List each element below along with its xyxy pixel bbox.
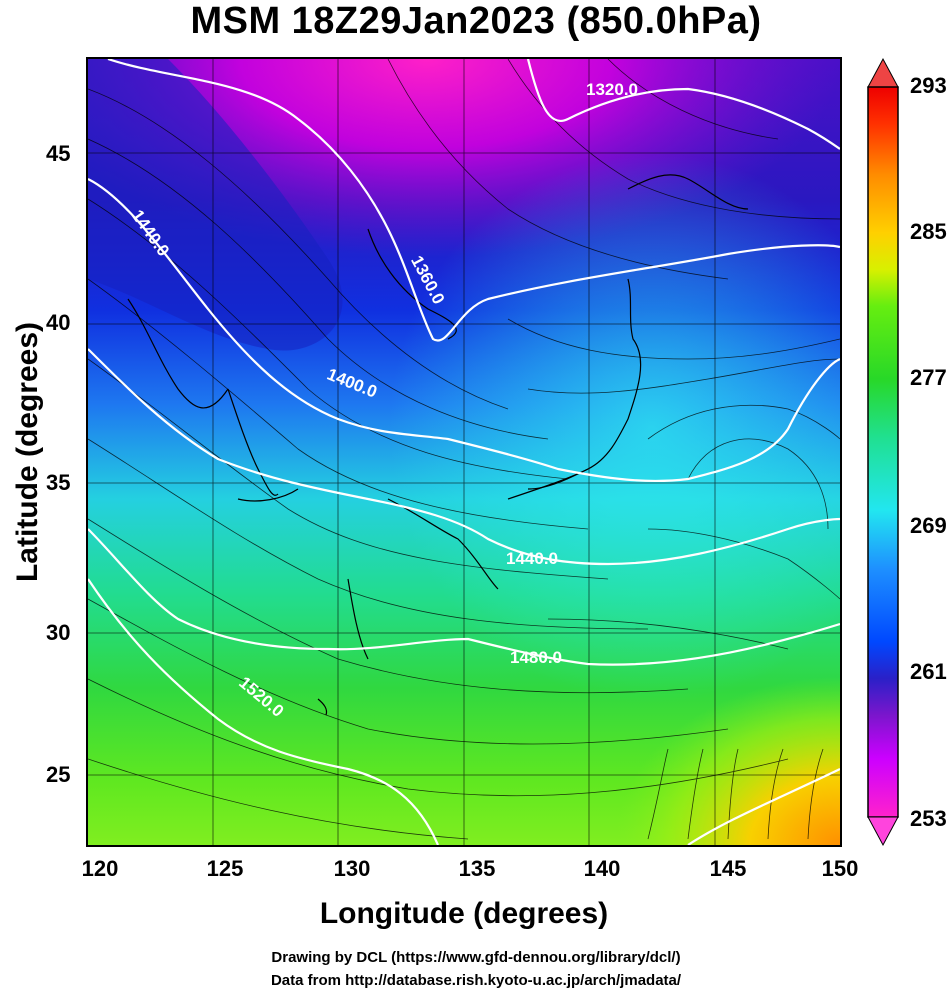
colorbar-tick-261: 261 [910,659,947,684]
coastlines [127,174,749,716]
colorbar [867,57,899,847]
y-tick-25: 25 [46,762,71,787]
page-title: MSM 18Z29Jan2023 (850.0hPa) [190,0,762,42]
map-svg: 1320.0 1360.0 1400.0 1440.0 1440.0 1480.… [88,59,840,845]
colorbar-tick-269: 269 [910,513,947,538]
x-tick-140: 140 [583,856,621,881]
x-tick-135: 135 [458,856,496,881]
x-axis-label: Longitude (degrees) [319,897,609,930]
x-tick-150: 150 [821,856,859,881]
colorbar-tick-253: 253 [910,806,947,831]
credit-data: Data from http://database.rish.kyoto-u.a… [270,972,682,989]
x-tick-125: 125 [206,856,244,881]
map-plot[interactable]: 1320.0 1360.0 1400.0 1440.0 1440.0 1480.… [86,57,842,847]
height-contours [88,59,840,845]
y-tick-35: 35 [46,470,71,495]
colorbar-tick-285: 285 [910,219,947,244]
streamlines [88,59,840,840]
x-tick-130: 130 [333,856,371,881]
y-tick-30: 30 [46,620,71,645]
credit-drawing: Drawing by DCL (https://www.gfd-dennou.o… [271,949,681,966]
colorbar-tick-277: 277 [910,365,947,390]
x-tick-145: 145 [709,856,747,881]
y-tick-40: 40 [46,310,71,335]
x-tick-120: 120 [81,856,119,881]
y-tick-45: 45 [46,141,71,166]
contour-label-1440-east: 1440.0 [506,549,558,568]
contour-label-1320: 1320.0 [586,80,638,99]
y-axis-label: Latitude (degrees) [11,321,44,583]
contour-label-1480: 1480.0 [510,648,562,667]
colorbar-tick-293: 293 [910,73,947,98]
